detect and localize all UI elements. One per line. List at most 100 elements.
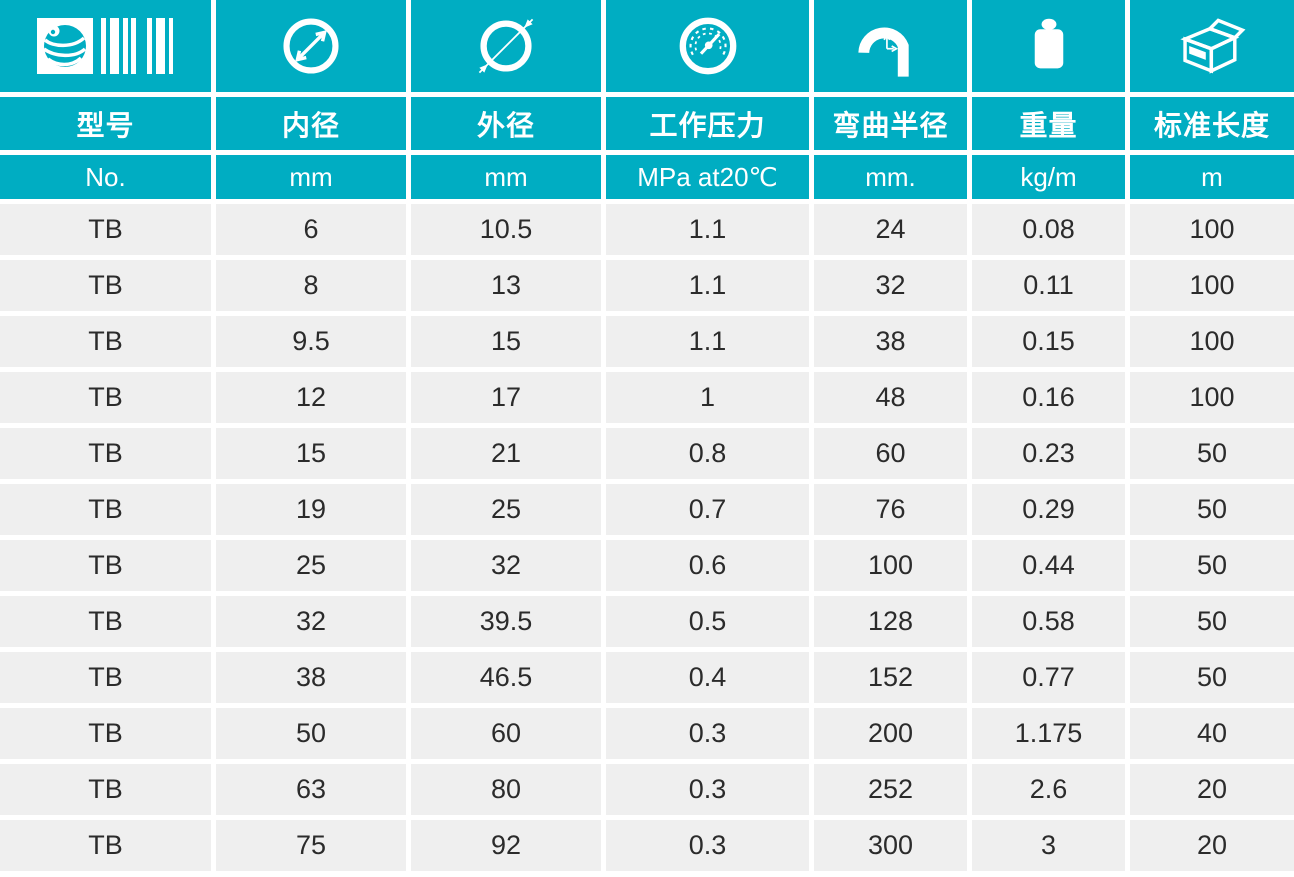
table-cell-r8-c4: 0.5: [606, 596, 809, 647]
table-cell-r11-c6: 2.6: [972, 764, 1125, 815]
header-label-weight: 重量: [972, 97, 1125, 150]
table-cell-r8-c7: 50: [1130, 596, 1294, 647]
table-cell-r12-c4: 0.3: [606, 820, 809, 871]
table-cell-r8-c1: TB: [0, 596, 211, 647]
header-unit-pressure: MPa at20℃: [606, 155, 809, 199]
table-cell-r11-c3: 80: [411, 764, 601, 815]
table-cell-r2-c1: TB: [0, 260, 211, 311]
table-cell-r11-c2: 63: [216, 764, 406, 815]
header-unit-length: m: [1130, 155, 1294, 199]
header-unit-model: No.: [0, 155, 211, 199]
table-cell-r4-c2: 12: [216, 372, 406, 423]
carton-box-icon: [1180, 18, 1246, 74]
table-cell-r4-c1: TB: [0, 372, 211, 423]
table-cell-r12-c6: 3: [972, 820, 1125, 871]
table-cell-r10-c1: TB: [0, 708, 211, 759]
table-cell-r11-c1: TB: [0, 764, 211, 815]
table-cell-r2-c5: 32: [814, 260, 967, 311]
table-cell-r3-c1: TB: [0, 316, 211, 367]
table-cell-r10-c5: 200: [814, 708, 967, 759]
table-cell-r2-c4: 1.1: [606, 260, 809, 311]
table-cell-r1-c5: 24: [814, 204, 967, 255]
table-cell-r6-c6: 0.29: [972, 484, 1125, 535]
table-cell-r2-c7: 100: [1130, 260, 1294, 311]
header-icon-cell-pressure: [606, 0, 809, 92]
table-cell-r1-c1: TB: [0, 204, 211, 255]
table-cell-r6-c5: 76: [814, 484, 967, 535]
table-cell-r12-c3: 92: [411, 820, 601, 871]
table-cell-r1-c4: 1.1: [606, 204, 809, 255]
header-unit-bend-radius: mm.: [814, 155, 967, 199]
table-cell-r3-c2: 9.5: [216, 316, 406, 367]
table-cell-r7-c7: 50: [1130, 540, 1294, 591]
table-cell-r8-c2: 32: [216, 596, 406, 647]
table-cell-r8-c6: 0.58: [972, 596, 1125, 647]
table-cell-r6-c4: 0.7: [606, 484, 809, 535]
table-cell-r7-c1: TB: [0, 540, 211, 591]
table-cell-r8-c5: 128: [814, 596, 967, 647]
table-cell-r9-c6: 0.77: [972, 652, 1125, 703]
bend-radius-icon: [857, 27, 909, 77]
table-cell-r5-c2: 15: [216, 428, 406, 479]
table-cell-r9-c1: TB: [0, 652, 211, 703]
table-cell-r9-c2: 38: [216, 652, 406, 703]
table-cell-r8-c3: 39.5: [411, 596, 601, 647]
table-cell-r7-c3: 32: [411, 540, 601, 591]
table-cell-r5-c7: 50: [1130, 428, 1294, 479]
table-cell-r3-c7: 100: [1130, 316, 1294, 367]
table-cell-r10-c3: 60: [411, 708, 601, 759]
table-cell-r10-c7: 40: [1130, 708, 1294, 759]
table-cell-r7-c2: 25: [216, 540, 406, 591]
pressure-gauge-icon: [679, 17, 736, 75]
weight-icon: [1034, 18, 1063, 69]
table-cell-r12-c5: 300: [814, 820, 967, 871]
outer-diameter-icon: [478, 18, 534, 74]
table-cell-r11-c4: 0.3: [606, 764, 809, 815]
table-cell-r9-c4: 0.4: [606, 652, 809, 703]
inner-diameter-icon: [283, 18, 339, 74]
table-cell-r5-c6: 0.23: [972, 428, 1125, 479]
table-cell-r4-c6: 0.16: [972, 372, 1125, 423]
table-cell-r12-c7: 20: [1130, 820, 1294, 871]
table-cell-r2-c3: 13: [411, 260, 601, 311]
header-icon-cell-bend-radius: [814, 0, 967, 92]
table-cell-r5-c1: TB: [0, 428, 211, 479]
header-unit-outer-diameter: mm: [411, 155, 601, 199]
header-label-length: 标准长度: [1130, 97, 1294, 150]
table-cell-r2-c6: 0.11: [972, 260, 1125, 311]
table-cell-r11-c7: 20: [1130, 764, 1294, 815]
table-cell-r3-c4: 1.1: [606, 316, 809, 367]
table-cell-r6-c3: 25: [411, 484, 601, 535]
header-label-model: 型号: [0, 97, 211, 150]
header-icon-cell-weight: [972, 0, 1125, 92]
table-cell-r6-c1: TB: [0, 484, 211, 535]
table-cell-r1-c7: 100: [1130, 204, 1294, 255]
table-cell-r4-c3: 17: [411, 372, 601, 423]
table-cell-r4-c5: 48: [814, 372, 967, 423]
header-unit-weight: kg/m: [972, 155, 1125, 199]
table-cell-r6-c2: 19: [216, 484, 406, 535]
table-cell-r3-c6: 0.15: [972, 316, 1125, 367]
header-icon-cell-inner-diameter: [216, 0, 406, 92]
table-cell-r7-c6: 0.44: [972, 540, 1125, 591]
header-unit-inner-diameter: mm: [216, 155, 406, 199]
table-cell-r1-c2: 6: [216, 204, 406, 255]
table-cell-r3-c3: 15: [411, 316, 601, 367]
header-label-bend-radius: 弯曲半径: [814, 97, 967, 150]
table-cell-r6-c7: 50: [1130, 484, 1294, 535]
header-label-inner-diameter: 内径: [216, 97, 406, 150]
header-icon-cell-outer-diameter: [411, 0, 601, 92]
table-cell-r10-c4: 0.3: [606, 708, 809, 759]
table-cell-r3-c5: 38: [814, 316, 967, 367]
table-cell-r4-c4: 1: [606, 372, 809, 423]
table-cell-r5-c4: 0.8: [606, 428, 809, 479]
table-cell-r11-c5: 252: [814, 764, 967, 815]
table-cell-r10-c2: 50: [216, 708, 406, 759]
table-cell-r1-c3: 10.5: [411, 204, 601, 255]
table-cell-r2-c2: 8: [216, 260, 406, 311]
table-cell-r10-c6: 1.175: [972, 708, 1125, 759]
table-cell-r4-c7: 100: [1130, 372, 1294, 423]
table-cell-r9-c7: 50: [1130, 652, 1294, 703]
